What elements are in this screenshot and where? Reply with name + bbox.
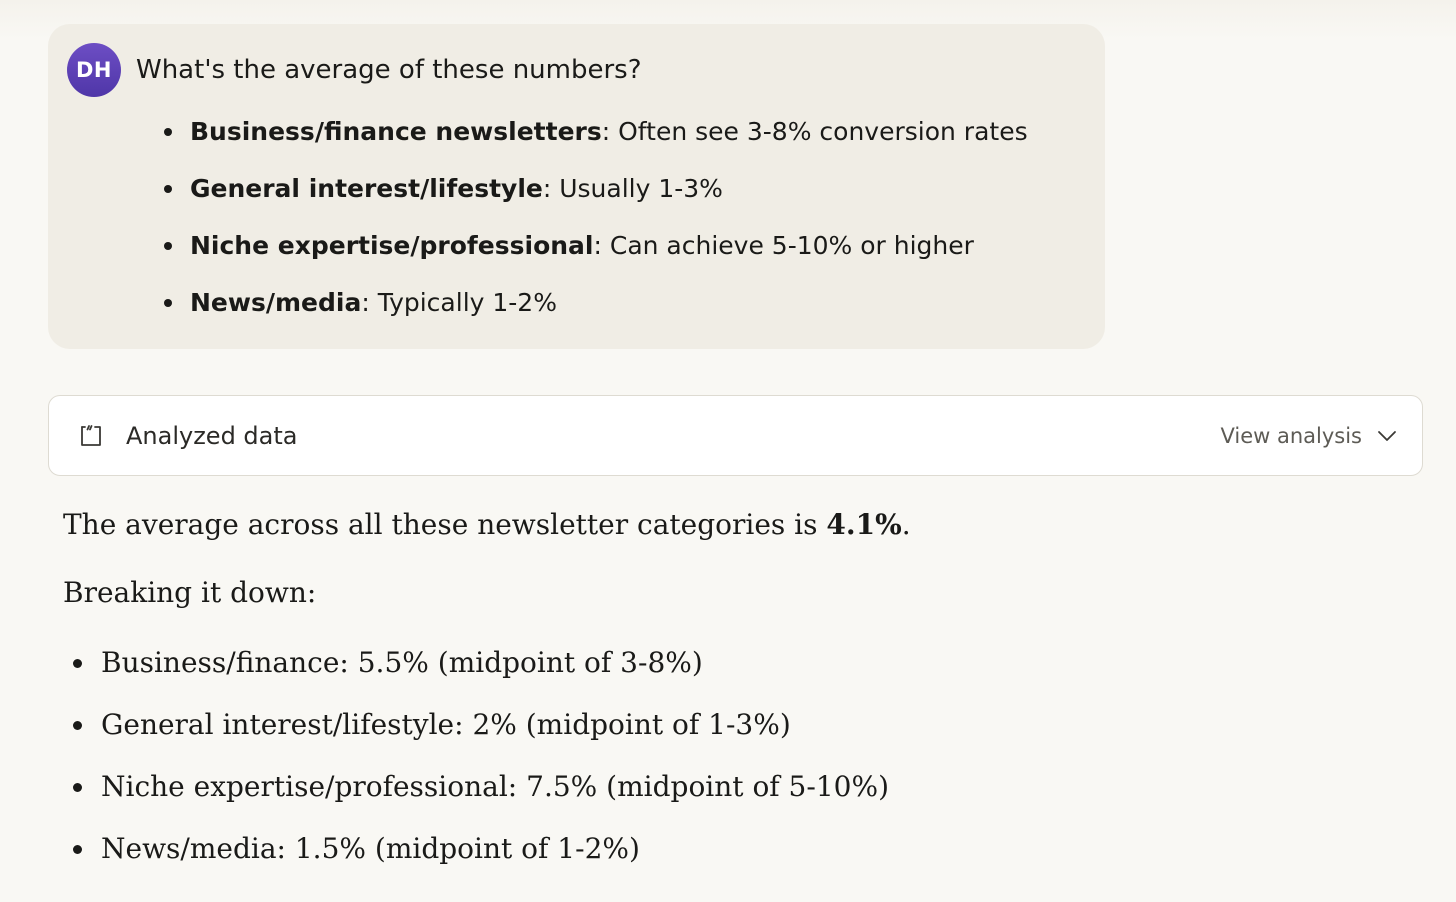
list-item: Business/finance: 5.5% (midpoint of 3-8%…: [63, 640, 1363, 702]
list-item: Business/finance newsletters: Often see …: [160, 112, 1028, 169]
list-item: General interest/lifestyle: Usually 1-3%: [160, 169, 1028, 226]
view-analysis-button[interactable]: View analysis: [1220, 416, 1398, 456]
summary-suffix: .: [901, 508, 911, 541]
list-item: General interest/lifestyle: 2% (midpoint…: [63, 702, 1363, 764]
bullet-icon: [73, 845, 82, 854]
user-question: What's the average of these numbers?: [136, 55, 642, 85]
list-item: Niche expertise/professional: Can achiev…: [160, 226, 1028, 283]
list-item: Niche expertise/professional: 7.5% (midp…: [63, 764, 1363, 826]
summary-value: 4.1%: [826, 508, 902, 541]
user-list: Business/finance newsletters: Often see …: [160, 112, 1028, 340]
summary-prefix: The average across all these newsletter …: [63, 508, 827, 541]
analysis-card[interactable]: Analyzed data View analysis: [48, 395, 1423, 476]
breakdown-item-text: News/media: 1.5% (midpoint of 1-2%): [101, 832, 640, 865]
breakdown-heading: Breaking it down:: [63, 576, 317, 609]
bullet-icon: [73, 659, 82, 668]
breakdown-item-text: General interest/lifestyle: 2% (midpoint…: [101, 708, 791, 741]
list-item: News/media: Typically 1-2%: [160, 283, 1028, 340]
list-item-label: Niche expertise/professional: [190, 231, 594, 260]
list-item-label: General interest/lifestyle: [190, 174, 543, 203]
user-message: DH What's the average of these numbers? …: [48, 24, 1105, 349]
bullet-icon: [164, 185, 172, 193]
list-item-text: : Typically 1-2%: [361, 288, 557, 317]
bullet-icon: [164, 299, 172, 307]
bullet-icon: [164, 128, 172, 136]
list-item-label: News/media: [190, 288, 362, 317]
summary-paragraph: The average across all these newsletter …: [63, 502, 1363, 548]
view-analysis-label: View analysis: [1220, 424, 1362, 448]
breakdown-item-text: Niche expertise/professional: 7.5% (midp…: [101, 770, 889, 803]
bullet-icon: [73, 783, 82, 792]
bullet-icon: [73, 721, 82, 730]
list-item: News/media: 1.5% (midpoint of 1-2%): [63, 826, 1363, 888]
assistant-response: The average across all these newsletter …: [63, 502, 1363, 888]
list-item-label: Business/finance newsletters: [190, 117, 602, 146]
list-item-text: : Can achieve 5-10% or higher: [593, 231, 974, 260]
list-item-text: : Often see 3-8% conversion rates: [601, 117, 1028, 146]
list-item-text: : Usually 1-3%: [542, 174, 723, 203]
breakdown-list: Business/finance: 5.5% (midpoint of 3-8%…: [63, 640, 1363, 888]
code-bracket-icon: [81, 425, 101, 446]
analysis-title: Analyzed data: [126, 422, 298, 450]
chevron-down-icon: [1378, 431, 1396, 441]
breakdown-item-text: Business/finance: 5.5% (midpoint of 3-8%…: [101, 646, 703, 679]
avatar[interactable]: DH: [67, 43, 121, 97]
bullet-icon: [164, 242, 172, 250]
